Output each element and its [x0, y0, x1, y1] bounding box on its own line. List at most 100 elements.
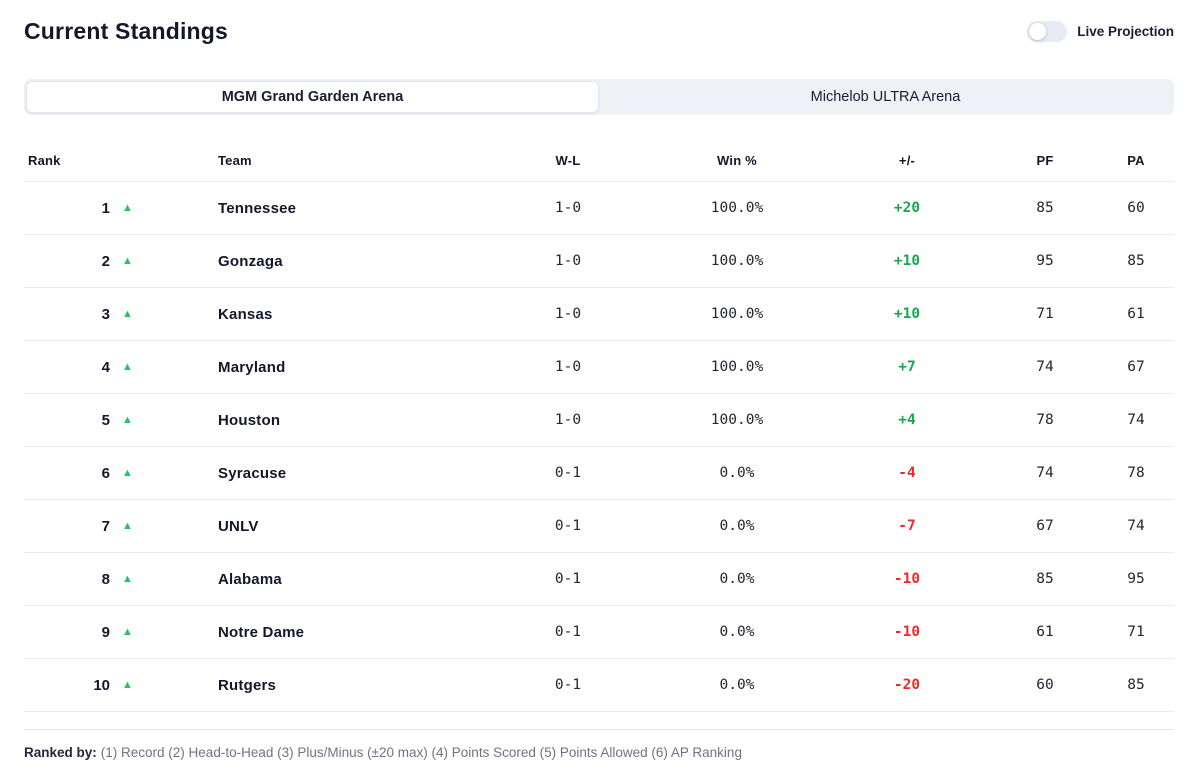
table-header: Rank Team W-L Win % +/- PF PA — [24, 139, 1174, 182]
table-row: 1 ▲ Tennessee 1-0 100.0% +20 85 60 — [24, 182, 1174, 235]
footer-label: Ranked by: — [24, 745, 97, 760]
pf-value: 74 — [1036, 465, 1054, 481]
win-pct-value: 0.0% — [719, 571, 755, 587]
pf-value: 74 — [1036, 359, 1054, 375]
win-pct-value: 100.0% — [710, 412, 764, 428]
column-header-win-pct: Win % — [717, 152, 757, 168]
trend-up-icon: ▲ — [122, 413, 133, 426]
toggle-knob — [1029, 22, 1047, 40]
table-row: 5 ▲ Houston 1-0 100.0% +4 78 74 — [24, 394, 1174, 447]
rank-value: 5 — [101, 411, 110, 429]
rank-cell: 2 ▲ — [24, 253, 194, 270]
win-pct-value: 0.0% — [719, 465, 755, 481]
rank-value: 4 — [101, 358, 110, 376]
record-value: 1-0 — [554, 306, 582, 322]
trend-up-icon: ▲ — [122, 572, 133, 585]
pf-value: 95 — [1036, 253, 1054, 269]
win-pct-value: 0.0% — [719, 624, 755, 640]
top-bar: Current Standings Live Projection — [24, 14, 1174, 48]
team-name: Houston — [218, 411, 281, 429]
plus-minus-value: +10 — [893, 306, 921, 322]
live-projection-toggle[interactable] — [1027, 20, 1068, 42]
column-header-pa: PA — [1127, 152, 1145, 168]
record-value: 0-1 — [554, 465, 582, 481]
record-value: 1-0 — [554, 253, 582, 269]
pa-value: 74 — [1127, 518, 1145, 534]
win-pct-value: 100.0% — [710, 306, 764, 322]
rank-cell: 7 ▲ — [24, 518, 194, 535]
arena-tab-bar: MGM Grand Garden Arena Michelob ULTRA Ar… — [24, 79, 1174, 115]
trend-up-icon: ▲ — [122, 201, 133, 214]
ranking-criteria-footer: Ranked by: (1) Record (2) Head-to-Head (3… — [24, 729, 1174, 760]
pf-value: 71 — [1036, 306, 1054, 322]
table-row: 3 ▲ Kansas 1-0 100.0% +10 71 61 — [24, 288, 1174, 341]
rank-cell: 5 ▲ — [24, 412, 194, 429]
pa-value: 67 — [1127, 359, 1145, 375]
trend-up-icon: ▲ — [122, 307, 133, 320]
plus-minus-value: -7 — [898, 518, 916, 534]
pa-value: 95 — [1127, 571, 1145, 587]
rank-cell: 4 ▲ — [24, 359, 194, 376]
toggle-label: Live Projection — [1077, 23, 1174, 39]
trend-up-icon: ▲ — [122, 254, 133, 267]
rank-value: 3 — [101, 305, 110, 323]
win-pct-value: 100.0% — [710, 200, 764, 216]
pf-value: 67 — [1036, 518, 1054, 534]
table-row: 6 ▲ Syracuse 0-1 0.0% -4 74 78 — [24, 447, 1174, 500]
trend-up-icon: ▲ — [122, 625, 133, 638]
table-row: 8 ▲ Alabama 0-1 0.0% -10 85 95 — [24, 553, 1174, 606]
rank-cell: 8 ▲ — [24, 571, 194, 588]
page-title: Current Standings — [24, 17, 229, 44]
plus-minus-value: +10 — [893, 253, 921, 269]
team-name: Syracuse — [218, 464, 287, 482]
record-value: 0-1 — [554, 677, 582, 693]
pa-value: 60 — [1127, 200, 1145, 216]
win-pct-value: 100.0% — [710, 253, 764, 269]
rank-cell: 10 ▲ — [24, 677, 194, 694]
pa-value: 61 — [1127, 306, 1145, 322]
rank-cell: 3 ▲ — [24, 306, 194, 323]
trend-up-icon: ▲ — [122, 360, 133, 373]
plus-minus-value: +20 — [893, 200, 921, 216]
team-name: Tennessee — [218, 199, 297, 217]
team-name: UNLV — [218, 517, 259, 535]
win-pct-value: 0.0% — [719, 677, 755, 693]
team-name: Maryland — [218, 358, 286, 376]
column-header-plus-minus: +/- — [898, 152, 916, 168]
table-body: 1 ▲ Tennessee 1-0 100.0% +20 85 60 2 ▲ G… — [24, 182, 1174, 712]
pf-value: 85 — [1036, 571, 1054, 587]
trend-up-icon: ▲ — [122, 519, 133, 532]
team-name: Rutgers — [218, 676, 277, 694]
plus-minus-value: -10 — [893, 571, 921, 587]
pa-value: 71 — [1127, 624, 1145, 640]
rank-value: 9 — [101, 623, 110, 641]
rank-cell: 6 ▲ — [24, 465, 194, 482]
trend-up-icon: ▲ — [122, 678, 133, 691]
team-name: Gonzaga — [218, 252, 283, 270]
plus-minus-value: -4 — [898, 465, 916, 481]
rank-value: 2 — [101, 252, 110, 270]
win-pct-value: 100.0% — [710, 359, 764, 375]
tab-mgm-grand-garden-arena[interactable]: MGM Grand Garden Arena — [26, 81, 599, 113]
team-name: Notre Dame — [218, 623, 305, 641]
table-row: 4 ▲ Maryland 1-0 100.0% +7 74 67 — [24, 341, 1174, 394]
team-name: Kansas — [218, 305, 273, 323]
record-value: 0-1 — [554, 518, 582, 534]
plus-minus-value: -10 — [893, 624, 921, 640]
pa-value: 78 — [1127, 465, 1145, 481]
table-row: 9 ▲ Notre Dame 0-1 0.0% -10 61 71 — [24, 606, 1174, 659]
win-pct-value: 0.0% — [719, 518, 755, 534]
rank-cell: 1 ▲ — [24, 200, 194, 217]
rank-value: 8 — [101, 570, 110, 588]
pf-value: 61 — [1036, 624, 1054, 640]
table-row: 7 ▲ UNLV 0-1 0.0% -7 67 74 — [24, 500, 1174, 553]
plus-minus-value: -20 — [893, 677, 921, 693]
footer-text: (1) Record (2) Head-to-Head (3) Plus/Min… — [100, 745, 742, 760]
rank-value: 6 — [101, 464, 110, 482]
column-header-pf: PF — [1036, 152, 1054, 168]
pf-value: 78 — [1036, 412, 1054, 428]
standings-table: Rank Team W-L Win % +/- PF PA 1 ▲ Tennes… — [24, 139, 1174, 712]
table-row: 2 ▲ Gonzaga 1-0 100.0% +10 95 85 — [24, 235, 1174, 288]
tab-michelob-ultra-arena[interactable]: Michelob ULTRA Arena — [599, 81, 1172, 113]
column-header-team: Team — [218, 152, 252, 168]
